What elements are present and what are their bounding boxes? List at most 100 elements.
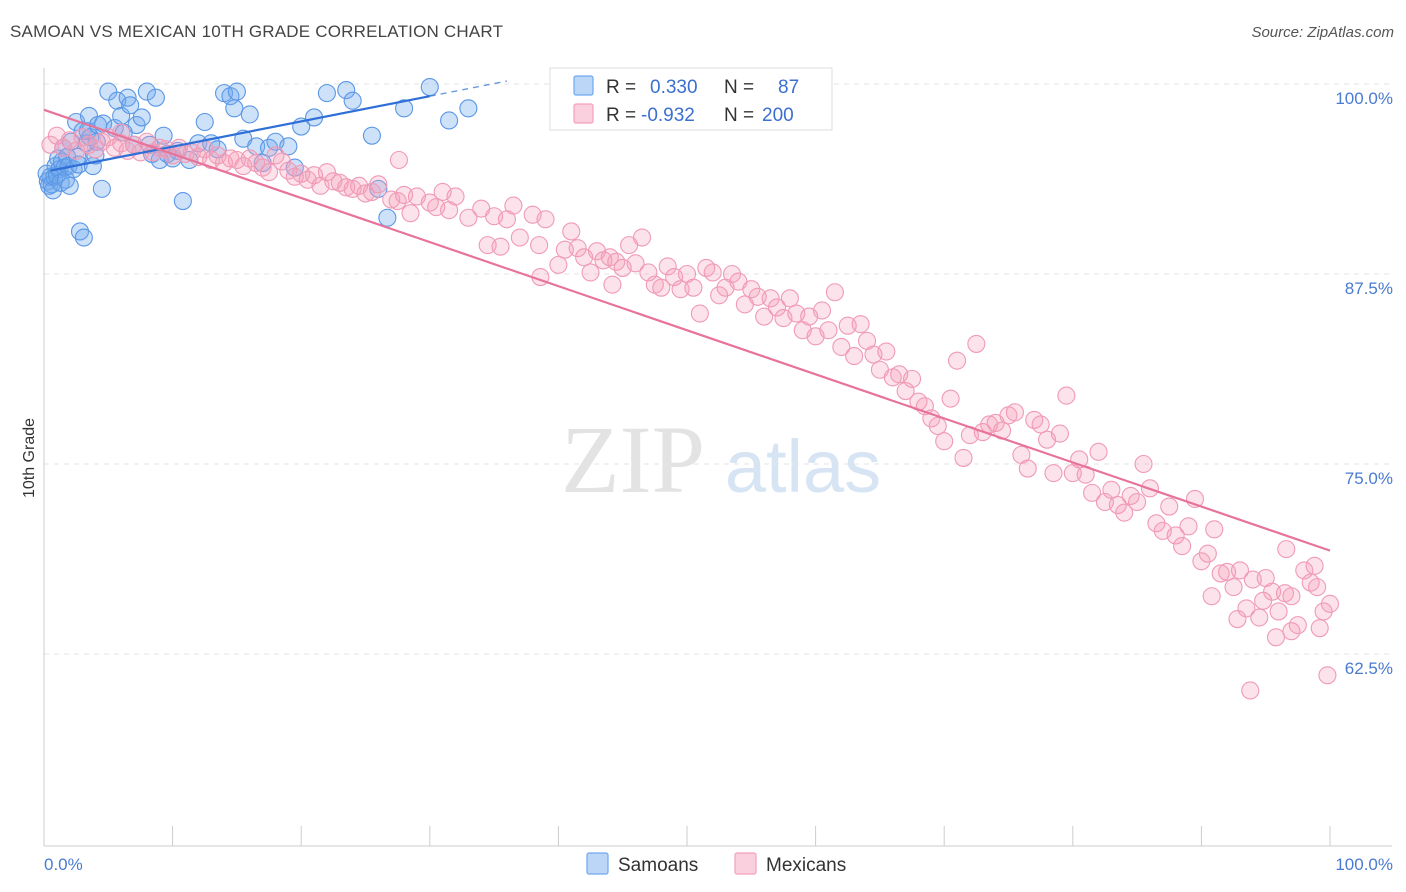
legend-n-value: 87 [778, 77, 799, 98]
data-point-samoans [43, 181, 63, 200]
data-point-mexicans [948, 351, 967, 370]
data-point-mexicans [1205, 520, 1224, 539]
data-point-mexicans [1005, 403, 1024, 422]
data-point-mexicans [812, 301, 832, 320]
data-point-mexicans [761, 289, 780, 308]
data-point-mexicans [632, 228, 652, 247]
x-tick-label: 0.0% [44, 855, 83, 874]
data-point-samoans [279, 137, 298, 156]
data-point-samoans [74, 228, 93, 247]
data-point-mexicans [1115, 503, 1134, 522]
data-point-mexicans [710, 286, 729, 305]
series-mexicans [41, 123, 1340, 700]
data-point-mexicans [549, 255, 568, 274]
data-point-mexicans [928, 416, 947, 436]
data-point-mexicans [825, 283, 844, 302]
data-point-mexicans [1269, 602, 1288, 621]
data-point-mexicans [703, 263, 722, 282]
data-point-samoans [60, 176, 79, 195]
data-point-samoans [137, 82, 156, 101]
chart-title: SAMOAN VS MEXICAN 10TH GRADE CORRELATION… [10, 22, 504, 41]
data-point-mexicans [1301, 573, 1320, 592]
trend-line-mexicans [43, 108, 1331, 552]
data-point-samoans [225, 99, 244, 118]
data-point-mexicans [935, 432, 954, 451]
data-point-mexicans [1134, 454, 1153, 474]
data-point-mexicans [247, 153, 266, 173]
data-point-mexicans [697, 258, 716, 277]
data-point-mexicans [832, 337, 851, 357]
legend-swatch-mexicans [573, 103, 594, 124]
data-point-mexicans [603, 275, 622, 294]
data-point-mexicans [401, 204, 420, 223]
data-point-mexicans [253, 158, 272, 177]
data-point-mexicans [1128, 492, 1147, 512]
data-point-samoans [395, 99, 414, 118]
data-point-mexicans [362, 182, 381, 201]
data-point-mexicans [600, 248, 619, 267]
data-point-mexicans [1224, 578, 1243, 597]
data-point-mexicans [259, 163, 279, 182]
x-tick-label: 100.0% [1335, 855, 1393, 874]
data-point-mexicans [1318, 666, 1337, 685]
data-point-mexicans [536, 210, 555, 229]
data-point-mexicans [1102, 480, 1121, 499]
data-point-mexicans [845, 347, 864, 366]
watermark-atlas: atlas [725, 425, 881, 508]
data-point-mexicans [73, 128, 92, 147]
data-point-mexicans [1108, 495, 1127, 515]
data-point-mexicans [851, 315, 870, 334]
legend-n-label: N = [724, 105, 754, 126]
data-point-mexicans [1018, 459, 1037, 478]
data-point-mexicans [1147, 514, 1166, 533]
data-point-samoans [173, 191, 192, 211]
data-point-samoans [92, 179, 111, 198]
data-point-mexicans [722, 264, 742, 284]
data-point-mexicans [922, 409, 941, 428]
y-axis-label: 10th Grade [21, 418, 38, 498]
data-point-mexicans [1228, 609, 1247, 629]
data-point-mexicans [1314, 602, 1333, 621]
data-point-mexicans [491, 237, 510, 256]
legend-r-label: R = [606, 105, 636, 126]
legend-r-label: R = [606, 77, 636, 98]
data-point-mexicans [1277, 540, 1296, 559]
data-point-samoans [378, 208, 397, 227]
data-point-mexicans [1025, 410, 1044, 429]
data-point-mexicans [1241, 681, 1260, 700]
y-tick-label: 87.5% [1345, 279, 1393, 298]
axes [43, 68, 1392, 847]
data-point-mexicans [1031, 415, 1050, 434]
data-point-samoans [154, 126, 173, 145]
data-point-mexicans [941, 389, 960, 408]
legend-n-value: 200 [762, 105, 794, 126]
y-tick-label: 100.0% [1335, 89, 1393, 108]
data-point-mexicans [780, 289, 799, 308]
data-point-mexicans [504, 196, 523, 215]
data-point-mexicans [1179, 517, 1198, 536]
data-point-mexicans [1250, 608, 1269, 627]
data-point-mexicans [530, 236, 549, 255]
legend-swatch-samoans [586, 852, 609, 875]
data-point-mexicans [652, 278, 671, 297]
legend-label-samoans: Samoans [618, 855, 698, 876]
data-point-mexicans [954, 448, 973, 467]
data-point-mexicans [1173, 537, 1192, 556]
data-point-mexicans [1211, 564, 1230, 583]
data-point-mexicans [272, 152, 291, 171]
data-point-mexicans [86, 140, 105, 159]
data-point-mexicans [1305, 556, 1324, 575]
data-point-mexicans [1083, 483, 1102, 502]
data-point-mexicans [690, 304, 709, 323]
y-tick-label: 75.0% [1345, 469, 1393, 488]
data-point-mexicans [967, 334, 986, 353]
data-point-mexicans [317, 163, 336, 182]
data-point-mexicans [389, 150, 408, 170]
data-point-mexicans [562, 222, 581, 241]
y-tick-label: 62.5% [1345, 659, 1393, 678]
data-point-mexicans [1044, 464, 1063, 483]
data-point-mexicans [1230, 561, 1250, 580]
data-point-mexicans [1057, 386, 1076, 405]
data-point-mexicans [1050, 424, 1069, 443]
